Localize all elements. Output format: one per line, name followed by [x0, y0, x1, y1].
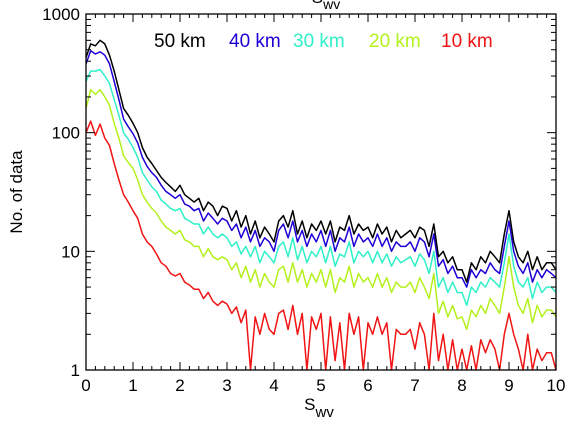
x-tick-label: 7: [410, 376, 419, 395]
legend: 50 km 40 km 30 km 20 km 10 km: [154, 31, 493, 52]
x-tick-label: 1: [128, 376, 137, 395]
series-line-20-km: [85, 88, 557, 331]
x-tick-label: 4: [269, 376, 278, 395]
chart-title-subscript: wv: [322, 0, 340, 12]
series-layer: [85, 39, 557, 371]
chart-title: Swv: [312, 0, 340, 12]
legend-label-20-km: 20 km: [369, 31, 421, 52]
chart-title-main: S: [312, 0, 323, 7]
x-tick-label: 2: [175, 376, 184, 395]
legend-label-40-km: 40 km: [229, 31, 281, 52]
series-line-50-km: [85, 39, 557, 283]
x-tick-label: 10: [547, 376, 566, 395]
y-tick-label: 100: [52, 124, 80, 143]
x-axis-label: Swv: [304, 395, 334, 421]
legend-label-10-km: 10 km: [441, 31, 493, 52]
x-tick-label: 8: [457, 376, 466, 395]
x-tick-label: 5: [316, 376, 325, 395]
legend-label-30-km: 30 km: [293, 31, 345, 52]
x-tick-label: 9: [504, 376, 513, 395]
x-tick-label: 6: [363, 376, 372, 395]
x-tick-label: 3: [222, 376, 231, 395]
series-line-40-km: [85, 50, 557, 288]
x-tick-label: 0: [81, 376, 90, 395]
y-axis-label: No. of data: [7, 150, 26, 234]
legend-label-50-km: 50 km: [154, 31, 206, 52]
x-axis-label-main: S: [304, 395, 315, 414]
y-tick-label: 10: [61, 242, 80, 261]
y-tick-label: 1000: [42, 5, 80, 24]
y-tick-label: 1: [71, 361, 80, 380]
x-axis-label-subscript: wv: [315, 404, 335, 421]
series-line-30-km: [85, 68, 557, 307]
series-line-10-km: [85, 120, 557, 371]
